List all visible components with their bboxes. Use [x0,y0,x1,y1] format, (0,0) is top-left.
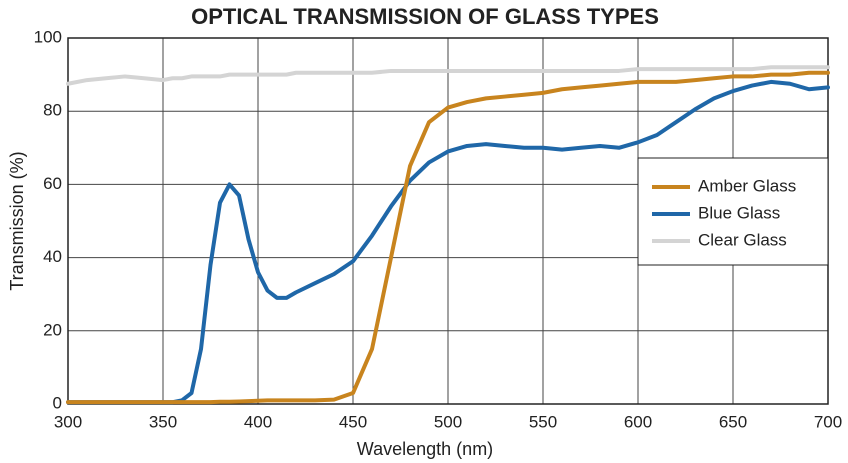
x-tick-label: 350 [149,412,177,431]
legend-label: Amber Glass [698,176,796,195]
y-tick-label: 20 [43,320,62,339]
x-tick-label: 500 [434,412,462,431]
y-axis-label: Transmission (%) [7,151,27,290]
chart-title: OPTICAL TRANSMISSION OF GLASS TYPES [191,4,659,29]
x-axis-label: Wavelength (nm) [357,439,493,459]
y-tick-label: 60 [43,174,62,193]
y-tick-label: 0 [53,393,62,412]
x-tick-label: 600 [624,412,652,431]
data-line [66,70,830,405]
x-tick-label: 650 [719,412,747,431]
legend-box [637,157,829,266]
x-tick-label: 300 [54,412,82,431]
x-tick-label: 700 [814,412,842,431]
data-line [66,79,830,405]
y-tick-label: 40 [43,247,62,266]
x-tick-label: 400 [244,412,272,431]
y-tick-label: 80 [43,101,62,120]
x-tick-label: 450 [339,412,367,431]
legend-label: Clear Glass [698,230,787,249]
y-tick-label: 100 [34,27,62,46]
x-tick-label: 550 [529,412,557,431]
legend-label: Blue Glass [698,203,780,222]
data-line [66,65,830,86]
